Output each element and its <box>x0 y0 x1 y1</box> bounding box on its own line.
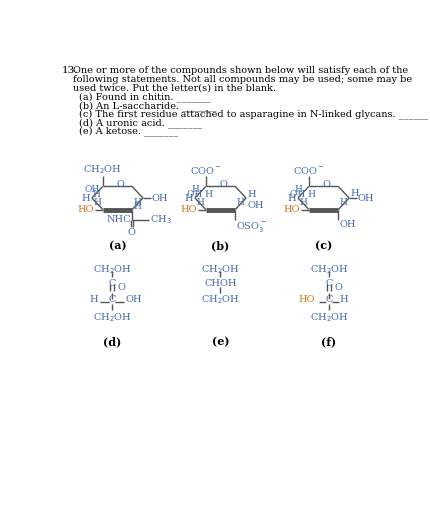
Text: O: O <box>219 180 227 189</box>
Text: H: H <box>339 198 347 207</box>
Text: O: O <box>334 283 341 292</box>
Text: CH$_2$OH: CH$_2$OH <box>92 264 131 276</box>
Text: NHC: NHC <box>107 215 131 224</box>
Text: C: C <box>325 279 332 288</box>
Text: HO: HO <box>298 295 314 304</box>
Text: OH H: OH H <box>186 190 212 200</box>
Text: CH$_3$: CH$_3$ <box>150 213 172 226</box>
Text: (e): (e) <box>211 337 229 347</box>
Text: (b) An L-saccharide. _______: (b) An L-saccharide. _______ <box>79 101 215 111</box>
Text: CH$_2$OH: CH$_2$OH <box>92 311 131 324</box>
Text: CH$_2$OH: CH$_2$OH <box>309 311 347 324</box>
Text: COO$^-$: COO$^-$ <box>292 165 324 176</box>
Text: O: O <box>322 180 330 189</box>
Text: CH$_2$OH: CH$_2$OH <box>309 264 347 276</box>
Text: H: H <box>294 185 302 194</box>
Text: OH: OH <box>357 194 373 203</box>
Text: O: O <box>117 283 125 292</box>
Text: following statements. Not all compounds may be used; some may be: following statements. Not all compounds … <box>73 75 412 84</box>
Text: H: H <box>350 189 359 198</box>
Text: H: H <box>82 194 90 203</box>
Text: (d): (d) <box>103 337 121 347</box>
Text: H: H <box>133 198 141 207</box>
Text: (a): (a) <box>108 240 126 251</box>
Text: (b): (b) <box>211 240 229 251</box>
Text: OH: OH <box>247 201 264 210</box>
Text: COO$^-$: COO$^-$ <box>189 165 221 176</box>
Text: CHOH: CHOH <box>204 279 236 288</box>
Text: C: C <box>325 295 332 304</box>
Text: OSO$_3^-$: OSO$_3^-$ <box>236 220 267 234</box>
Text: CH$_2$OH: CH$_2$OH <box>83 163 122 176</box>
Text: H: H <box>299 198 307 207</box>
Text: HO: HO <box>283 205 300 214</box>
Text: C: C <box>108 295 115 304</box>
Text: OH: OH <box>151 194 168 203</box>
Text: (c): (c) <box>314 240 332 251</box>
Text: H: H <box>133 202 141 211</box>
Text: H: H <box>93 198 101 207</box>
Text: used twice. Put the letter(s) in the blank.: used twice. Put the letter(s) in the bla… <box>73 83 276 92</box>
Text: H: H <box>191 185 199 194</box>
Text: (c) The first residue attached to asparagine in N-linked glycans. ______: (c) The first residue attached to aspara… <box>79 109 427 119</box>
Text: O: O <box>117 180 124 189</box>
Text: H: H <box>196 198 204 207</box>
Text: (d) A uronic acid. _______: (d) A uronic acid. _______ <box>79 118 201 128</box>
Text: One or more of the compounds shown below will satisfy each of the: One or more of the compounds shown below… <box>73 67 408 75</box>
Text: H: H <box>339 295 348 304</box>
Text: OH: OH <box>125 295 141 304</box>
Text: O: O <box>127 228 135 237</box>
Text: H: H <box>92 190 100 200</box>
Text: (e) A ketose. _______: (e) A ketose. _______ <box>79 126 178 136</box>
Text: H: H <box>236 198 244 207</box>
Text: H: H <box>89 295 98 304</box>
Text: (a) Found in chitin. _______: (a) Found in chitin. _______ <box>79 92 210 102</box>
Text: (f): (f) <box>321 337 336 347</box>
Text: OH H: OH H <box>289 190 315 200</box>
Text: C: C <box>108 279 115 288</box>
Text: HO: HO <box>77 205 94 214</box>
Text: H: H <box>184 194 193 203</box>
Text: OH: OH <box>84 185 99 194</box>
Text: CH$_2$OH: CH$_2$OH <box>201 294 240 306</box>
Text: HO: HO <box>180 205 197 214</box>
Text: H: H <box>247 190 256 200</box>
Text: H: H <box>287 194 296 203</box>
Text: OH: OH <box>338 220 355 229</box>
Text: 13.: 13. <box>61 67 78 75</box>
Text: CH$_2$OH: CH$_2$OH <box>201 264 240 276</box>
